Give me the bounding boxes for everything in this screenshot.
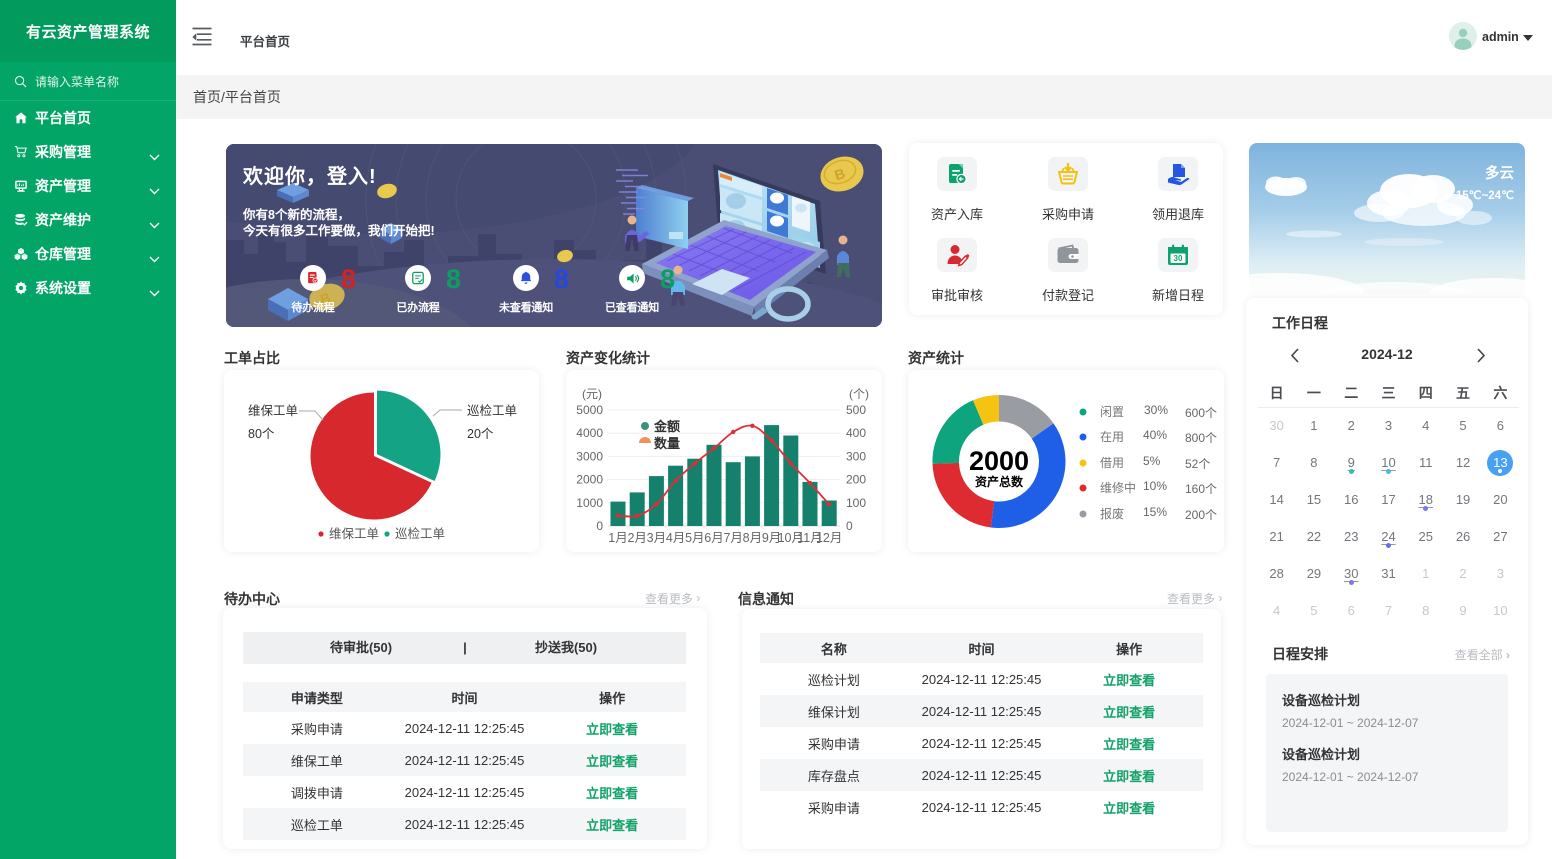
svg-text:200个: 200个 [1185,508,1217,522]
svg-text:(元): (元) [582,387,602,401]
svg-text:闲置: 闲置 [1100,405,1124,419]
svg-text:4000: 4000 [576,426,603,440]
svg-text:3000: 3000 [576,449,603,463]
svg-text:金额: 金额 [653,419,680,434]
svg-text:维保工单: 维保工单 [248,404,298,418]
svg-text:600个: 600个 [1185,406,1217,420]
svg-text:5000: 5000 [576,403,603,417]
svg-text:40%: 40% [1143,428,1167,442]
svg-text:11月: 11月 [797,531,822,545]
svg-text:巡检工单: 巡检工单 [395,526,445,541]
svg-text:30: 30 [1174,254,1183,263]
svg-text:8月: 8月 [743,531,762,545]
svg-text:30%: 30% [1144,403,1168,417]
svg-text:数量: 数量 [654,436,680,451]
svg-text:2000: 2000 [576,473,603,487]
svg-text:6月: 6月 [704,531,723,545]
svg-text:0: 0 [596,519,603,533]
svg-text:5月: 5月 [685,531,704,545]
svg-text:维保工单: 维保工单 [329,527,379,541]
svg-text:800个: 800个 [1185,431,1217,445]
svg-text:100: 100 [846,496,866,510]
svg-text:资产总数: 资产总数 [975,474,1024,489]
svg-text:10%: 10% [1143,479,1167,493]
svg-text:(个): (个) [849,387,869,401]
svg-text:9月: 9月 [762,531,781,545]
svg-text:B: B [832,165,847,183]
svg-text:2月: 2月 [627,531,646,545]
svg-text:12月: 12月 [816,531,842,545]
svg-text:500: 500 [846,403,866,417]
svg-text:4月: 4月 [666,531,685,545]
svg-text:3月: 3月 [647,531,666,545]
svg-text:B: B [318,289,332,307]
svg-text:报废: 报废 [1100,506,1124,521]
svg-text:巡检工单: 巡检工单 [467,403,517,418]
svg-text:1月: 1月 [608,531,627,545]
svg-text:80个: 80个 [248,427,275,441]
svg-text:1000: 1000 [576,496,603,510]
svg-text:200: 200 [846,473,866,487]
svg-text:借用: 借用 [1100,456,1124,470]
svg-text:10月: 10月 [778,531,804,545]
svg-text:在用: 在用 [1100,430,1124,444]
svg-text:2000: 2000 [969,446,1029,476]
svg-text:维修中: 维修中 [1100,480,1136,495]
svg-text:160个: 160个 [1185,482,1217,496]
svg-text:400: 400 [846,426,866,440]
svg-text:52个: 52个 [1185,457,1210,471]
svg-text:0: 0 [846,519,853,533]
svg-text:300: 300 [846,449,866,463]
svg-text:5%: 5% [1143,454,1161,468]
svg-text:20个: 20个 [467,427,494,441]
svg-text:7月: 7月 [723,531,742,545]
svg-text:15%: 15% [1143,505,1167,519]
